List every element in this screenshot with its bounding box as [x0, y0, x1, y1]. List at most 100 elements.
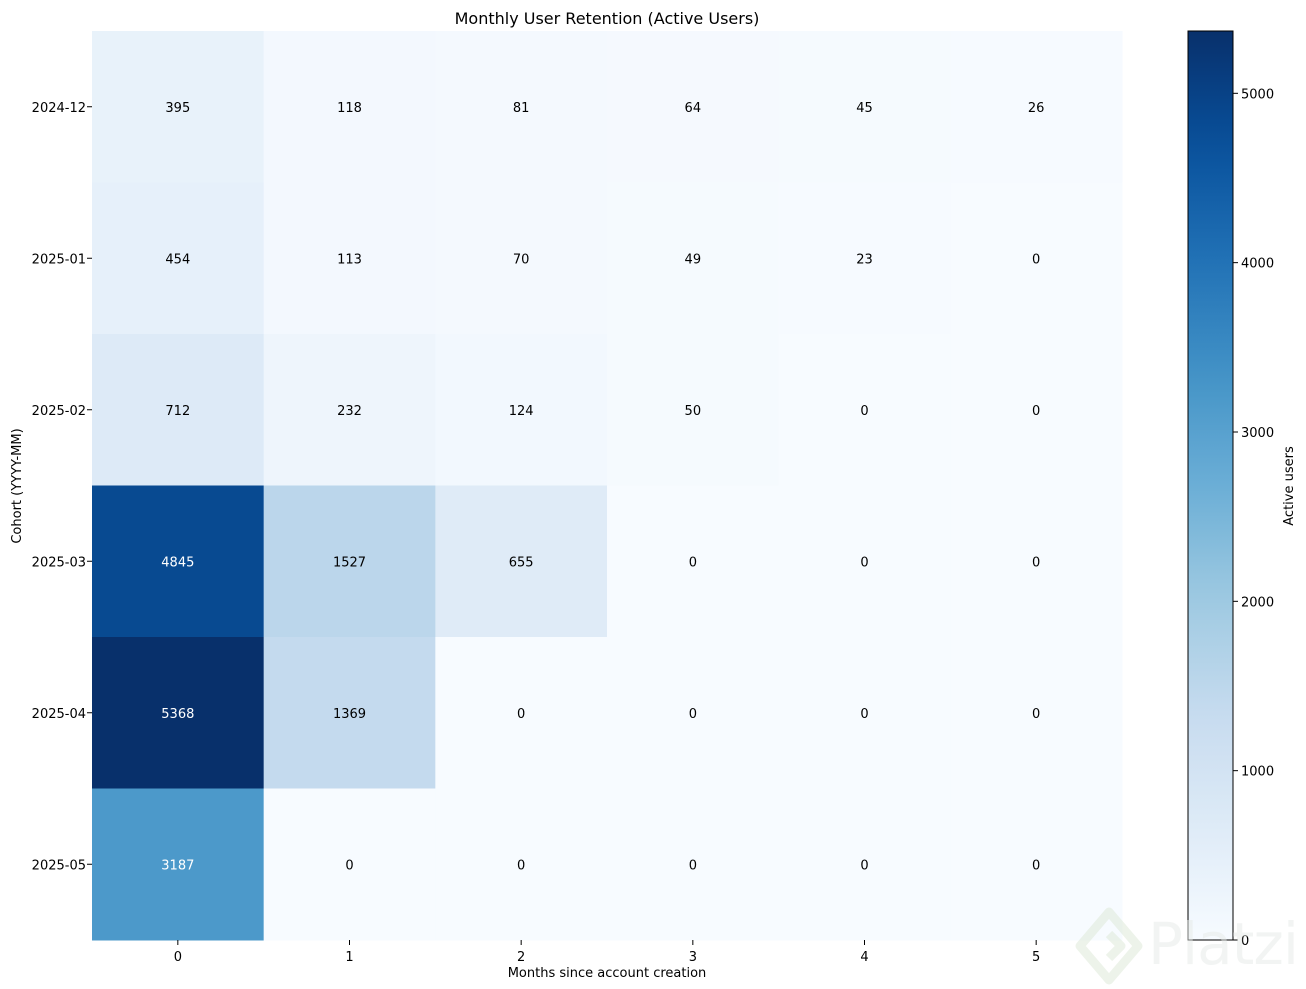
x-tick-label: 4 — [860, 950, 868, 965]
cell-value-label: 454 — [165, 252, 190, 267]
y-tick-label: 2025-03 — [32, 555, 86, 570]
cell-value-label: 655 — [509, 555, 534, 570]
x-axis-label: Months since account creation — [508, 966, 707, 981]
y-axis-label: Cohort (YYYY-MM) — [10, 428, 25, 543]
x-tick-label: 5 — [1032, 950, 1040, 965]
heatmap-cell — [950, 31, 1123, 183]
heatmap-cell — [950, 334, 1123, 486]
colorbar-tick-label: 1000 — [1241, 765, 1274, 780]
heatmap-cell — [92, 788, 265, 941]
heatmap-cell — [607, 182, 780, 335]
colorbar-gradient — [1187, 30, 1234, 941]
cell-value-label: 0 — [689, 555, 697, 570]
heatmap-cell — [92, 637, 265, 789]
colorbar-tick-label: 0 — [1241, 934, 1249, 949]
x-axis: 0 1 2 3 4 5 — [174, 940, 1040, 965]
heatmap-cell — [778, 788, 951, 941]
x-tick-label: 1 — [345, 950, 353, 965]
cell-value-label: 0 — [689, 858, 697, 873]
y-axis: 2024-12 2025-01 2025-02 2025-03 2025-04 2025-… — [32, 101, 92, 873]
cell-value-label: 4845 — [161, 555, 194, 570]
cell-value-label: 70 — [513, 252, 530, 267]
heatmap-cell — [778, 31, 951, 183]
cell-value-label: 23 — [856, 252, 873, 267]
cell-value-label: 49 — [685, 252, 702, 267]
y-tick-label: 2025-04 — [32, 707, 86, 722]
heatmap-cells — [92, 31, 1123, 941]
heatmap-cell — [778, 182, 951, 335]
heatmap-cell — [435, 788, 608, 941]
cell-value-label: 1527 — [333, 555, 366, 570]
heatmap-cell — [435, 485, 608, 638]
y-tick-label: 2024-12 — [32, 101, 86, 116]
colorbar-tick-label: 5000 — [1241, 87, 1274, 102]
colorbar-tick-label: 3000 — [1241, 426, 1274, 441]
cell-value-label: 395 — [165, 101, 190, 116]
cell-value-label: 0 — [1032, 707, 1040, 722]
heatmap-cell — [263, 788, 436, 941]
heatmap-cell — [435, 334, 608, 486]
heatmap-cell — [607, 788, 780, 941]
heatmap-cell — [778, 485, 951, 638]
cell-value-label: 3187 — [161, 858, 194, 873]
heatmap-cell — [950, 788, 1123, 941]
y-tick-label: 2025-02 — [32, 404, 86, 419]
heatmap-cell — [263, 485, 436, 638]
cell-value-label: 26 — [1028, 101, 1045, 116]
colorbar-tick-label: 4000 — [1241, 257, 1274, 272]
heatmap-cell — [607, 485, 780, 638]
heatmap-cell — [263, 182, 436, 335]
cell-value-label: 0 — [689, 707, 697, 722]
cell-value-label: 5368 — [161, 707, 194, 722]
cell-value-label: 45 — [856, 101, 873, 116]
cell-value-label: 118 — [337, 101, 362, 116]
colorbar-label: Active users — [1282, 446, 1297, 526]
cell-value-label: 64 — [685, 101, 702, 116]
cell-value-label: 0 — [345, 858, 353, 873]
cell-value-label: 113 — [337, 252, 362, 267]
cell-value-label: 81 — [513, 101, 530, 116]
cell-value-label: 712 — [165, 404, 190, 419]
cell-value-label: 124 — [509, 404, 534, 419]
heatmap-cell — [778, 637, 951, 789]
cell-value-label: 1369 — [333, 707, 366, 722]
colorbar: 0 1000 2000 3000 4000 5000 — [1187, 30, 1274, 949]
heatmap-cell — [263, 637, 436, 789]
cell-value-label: 232 — [337, 404, 362, 419]
cell-value-label: 0 — [1032, 252, 1040, 267]
y-tick-label: 2025-01 — [32, 252, 86, 267]
heatmap-cell — [92, 31, 265, 183]
cell-value-label: 0 — [860, 555, 868, 570]
watermark-text: Platzi — [1148, 910, 1299, 978]
heatmap-cell — [92, 485, 265, 638]
colorbar-tick-label: 2000 — [1241, 595, 1274, 610]
heatmap-cell — [435, 182, 608, 335]
heatmap-cell — [950, 637, 1123, 789]
cell-value-label: 0 — [517, 707, 525, 722]
cell-value-label: 0 — [860, 858, 868, 873]
heatmap-cell — [263, 334, 436, 486]
heatmap-cell — [950, 182, 1123, 335]
heatmap-cell — [607, 31, 780, 183]
cell-value-label: 0 — [1032, 404, 1040, 419]
cell-value-label: 0 — [1032, 555, 1040, 570]
heatmap-cell — [263, 31, 436, 183]
heatmap-cell — [607, 334, 780, 486]
cell-value-label: 50 — [685, 404, 702, 419]
x-tick-label: 2 — [517, 950, 525, 965]
cell-value-label: 0 — [860, 707, 868, 722]
heatmap-cell — [92, 334, 265, 486]
y-tick-label: 2025-05 — [32, 858, 86, 873]
chart-title: Monthly User Retention (Active Users) — [455, 9, 760, 28]
cell-value-label: 0 — [517, 858, 525, 873]
heatmap-cell — [435, 637, 608, 789]
x-tick-label: 0 — [174, 950, 182, 965]
platzi-logo-icon — [1075, 907, 1143, 985]
cell-value-label: 0 — [1032, 858, 1040, 873]
platzi-watermark: Platzi — [1074, 906, 1306, 986]
x-tick-label: 3 — [689, 950, 697, 965]
heatmap-cell — [607, 637, 780, 789]
heatmap-cell — [778, 334, 951, 486]
heatmap-cell — [950, 485, 1123, 638]
